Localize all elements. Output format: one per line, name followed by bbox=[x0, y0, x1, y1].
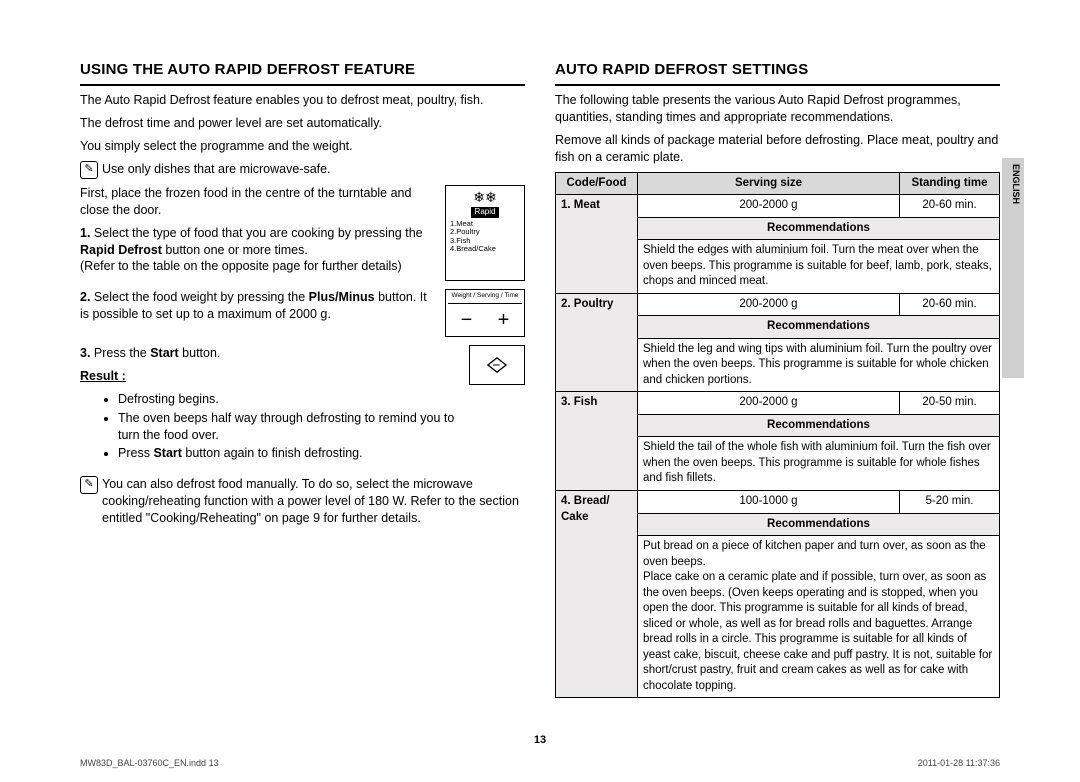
step-2: 2. Select the food weight by pressing th… bbox=[80, 289, 437, 323]
table-row: 3. Fish 200-2000 g 20-50 min. bbox=[556, 392, 1000, 415]
note-1: ✎ Use only dishes that are microwave-saf… bbox=[80, 161, 525, 179]
th-serving: Serving size bbox=[638, 172, 900, 195]
start-icon bbox=[484, 354, 510, 376]
note-2-text: You can also defrost food manually. To d… bbox=[102, 476, 525, 527]
right-column: AUTO RAPID DEFROST SETTINGS The followin… bbox=[555, 60, 1000, 698]
table-row: 2. Poultry 200-2000 g 20-60 min. bbox=[556, 293, 1000, 316]
serving-cell: 200-2000 g bbox=[638, 195, 900, 218]
language-tab: ENGLISH bbox=[1011, 164, 1021, 204]
note-2: ✎ You can also defrost food manually. To… bbox=[80, 476, 525, 527]
serving-cell: 100-1000 g bbox=[638, 491, 900, 514]
footer-timestamp: 2011-01-28 11:37:36 bbox=[918, 758, 1000, 768]
code-cell: 1. Meat bbox=[556, 195, 638, 294]
minus-icon: − bbox=[461, 310, 473, 330]
defrost-settings-table: Code/Food Serving size Standing time 1. … bbox=[555, 172, 1000, 698]
right-intro2: Remove all kinds of package material bef… bbox=[555, 132, 1000, 166]
serving-cell: 200-2000 g bbox=[638, 392, 900, 415]
table-row: 4. Bread/ Cake 100-1000 g 5-20 min. bbox=[556, 491, 1000, 514]
manual-page: ENGLISH USING THE AUTO RAPID DEFROST FEA… bbox=[0, 0, 1080, 782]
pm-top-label: Weight / Serving / Time bbox=[448, 292, 522, 304]
left-heading: USING THE AUTO RAPID DEFROST FEATURE bbox=[80, 60, 525, 86]
th-standing: Standing time bbox=[900, 172, 1000, 195]
rapid-label: Rapid bbox=[471, 207, 500, 218]
step-3: 3. Press the Start button. bbox=[80, 345, 461, 362]
standing-cell: 20-50 min. bbox=[900, 392, 1000, 415]
rec-cell: Shield the tail of the whole fish with a… bbox=[638, 437, 1000, 491]
right-intro1: The following table presents the various… bbox=[555, 92, 1000, 126]
rapid-list: 1.Meat 2.Poultry 3.Fish 4.Bread/Cake bbox=[448, 220, 522, 253]
left-intro3: You simply select the programme and the … bbox=[80, 138, 525, 155]
start-button-diagram bbox=[469, 345, 525, 385]
rapid-defrost-button-diagram: ❄❄ Rapid 1.Meat 2.Poultry 3.Fish 4.Bread… bbox=[445, 185, 525, 281]
note-icon: ✎ bbox=[80, 476, 98, 494]
code-cell: 4. Bread/ Cake bbox=[556, 491, 638, 698]
result-label: Result : bbox=[80, 369, 126, 383]
right-heading: AUTO RAPID DEFROST SETTINGS bbox=[555, 60, 1000, 86]
left-column: USING THE AUTO RAPID DEFROST FEATURE The… bbox=[80, 60, 525, 698]
standing-cell: 5-20 min. bbox=[900, 491, 1000, 514]
plus-icon: + bbox=[498, 310, 510, 330]
rec-cell: Put bread on a piece of kitchen paper an… bbox=[638, 536, 1000, 698]
th-code: Code/Food bbox=[556, 172, 638, 195]
table-header-row: Code/Food Serving size Standing time bbox=[556, 172, 1000, 195]
standing-cell: 20-60 min. bbox=[900, 195, 1000, 218]
table-row: 1. Meat 200-2000 g 20-60 min. bbox=[556, 195, 1000, 218]
plus-minus-button-diagram: Weight / Serving / Time − + bbox=[445, 289, 525, 337]
code-cell: 3. Fish bbox=[556, 392, 638, 491]
rec-header: Recommendations bbox=[638, 513, 1000, 536]
code-cell: 2. Poultry bbox=[556, 293, 638, 392]
rec-cell: Shield the edges with aluminium foil. Tu… bbox=[638, 240, 1000, 294]
rec-header: Recommendations bbox=[638, 316, 1000, 339]
page-number: 13 bbox=[0, 734, 1080, 746]
footer-filename: MW83D_BAL-03760C_EN.indd 13 bbox=[80, 758, 219, 768]
left-intro1: The Auto Rapid Defrost feature enables y… bbox=[80, 92, 525, 109]
step-1: 1. Select the type of food that you are … bbox=[80, 225, 437, 276]
rec-header: Recommendations bbox=[638, 217, 1000, 240]
standing-cell: 20-60 min. bbox=[900, 293, 1000, 316]
note-icon: ✎ bbox=[80, 161, 98, 179]
note-1-text: Use only dishes that are microwave-safe. bbox=[102, 161, 525, 178]
serving-cell: 200-2000 g bbox=[638, 293, 900, 316]
left-intro2: The defrost time and power level are set… bbox=[80, 115, 525, 132]
rec-cell: Shield the leg and wing tips with alumin… bbox=[638, 338, 1000, 392]
first-line: First, place the frozen food in the cent… bbox=[80, 185, 437, 219]
rec-header: Recommendations bbox=[638, 414, 1000, 437]
result-list: Defrosting begins. The oven beeps half w… bbox=[80, 391, 461, 463]
snowflake-icon: ❄❄ bbox=[448, 190, 522, 205]
